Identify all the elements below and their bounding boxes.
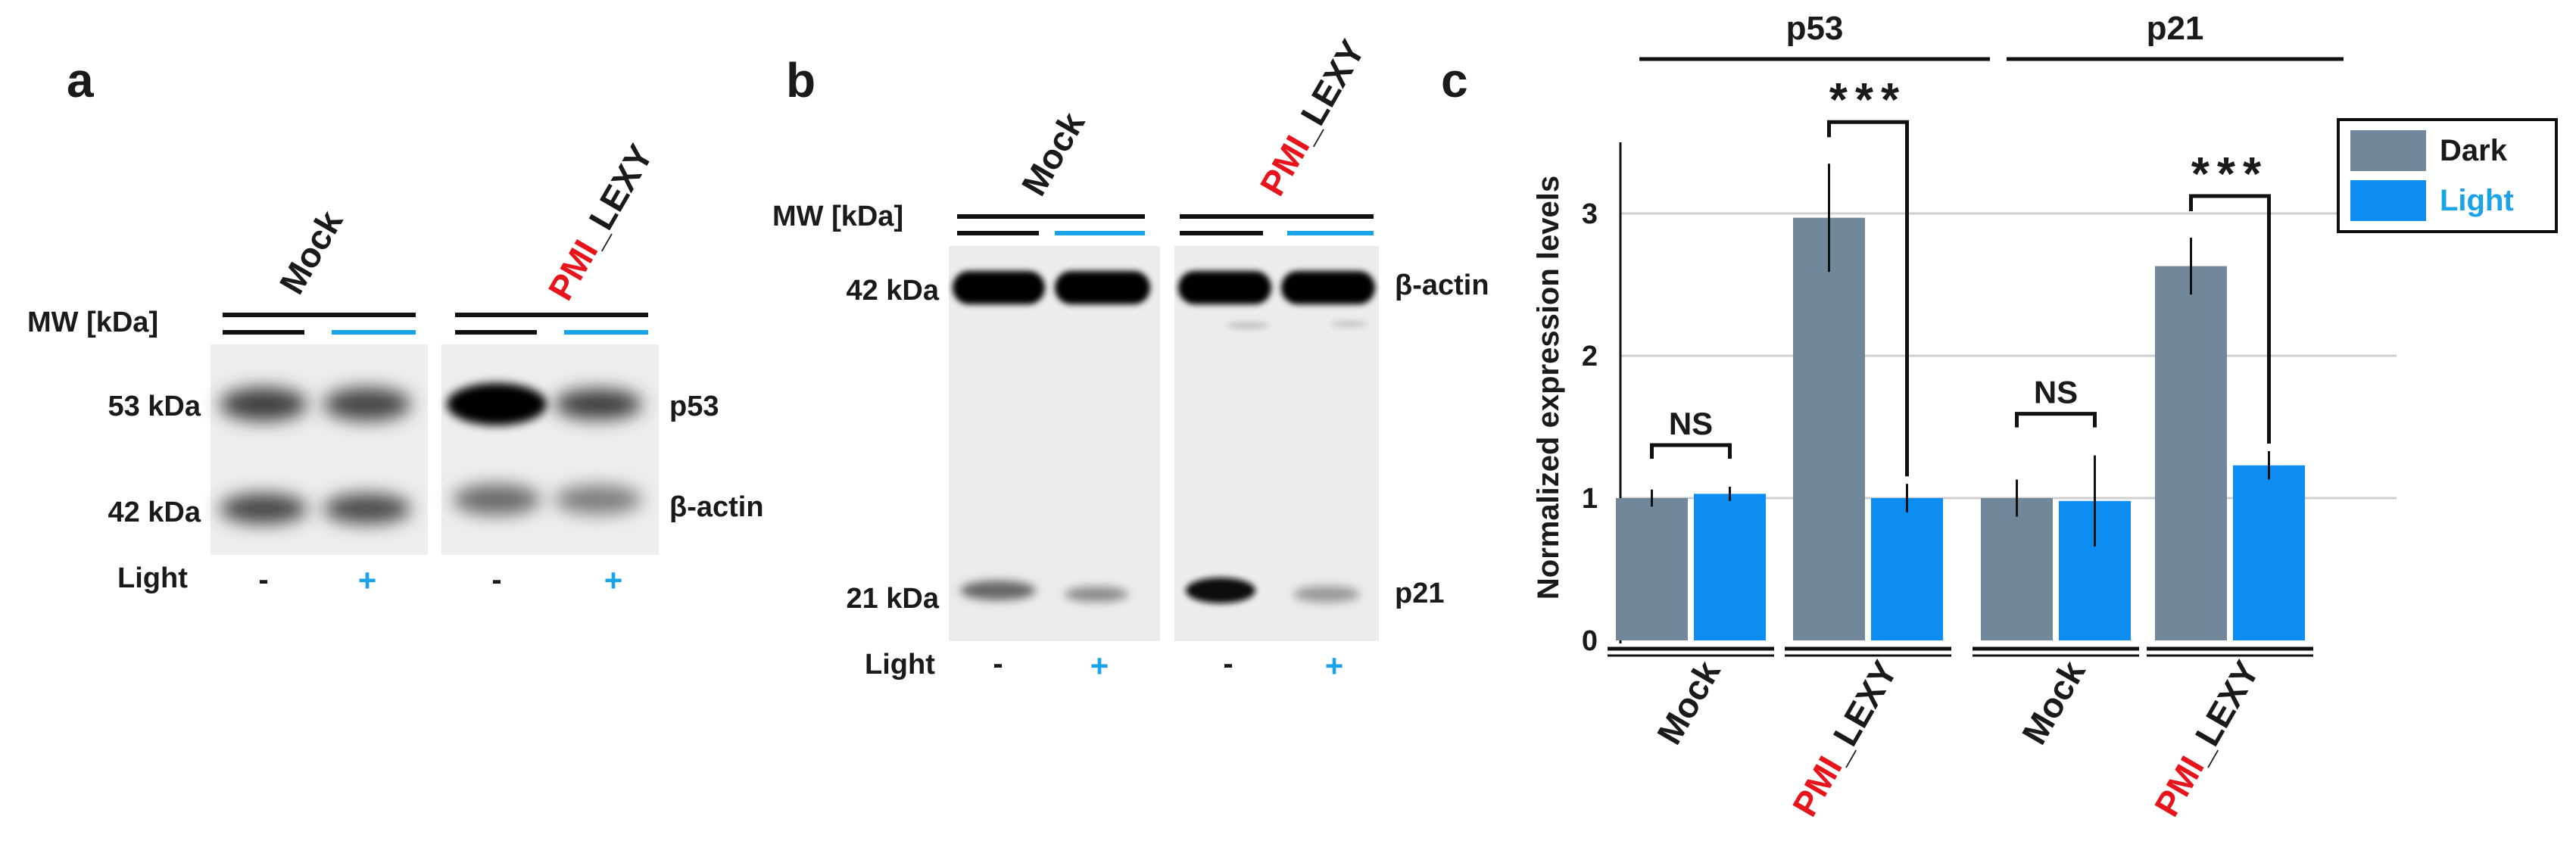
panel-a: a Mock PMI_LEXY MW [kDa] [27,53,764,598]
panel-a-lane3-minus: - [491,563,501,596]
panel-a-mw-42: 42 kDa [108,497,201,528]
panel-b-lane4-plus: + [1325,648,1344,684]
panel-b-lane3-minus: - [1223,647,1233,681]
significance-bracket [2189,194,2271,444]
panel-a-sample-pmi-lexy: PMI_LEXY [541,138,661,307]
x-tick-label-text: Mock [1649,654,1728,751]
chart-error-bars [1651,164,2270,547]
panel-b-mw-21: 21 kDa [846,583,939,615]
bar-dark [2155,266,2227,640]
bar-dark [1793,217,1865,640]
legend-swatch-light [2350,180,2426,221]
panel-a-blot-pmi [441,344,659,555]
panel-a-band-actin: β-actin [669,491,764,523]
x-tick-label-text: _LEXY [1815,654,1904,770]
panel-b-lane2-plus: + [1090,648,1109,684]
panel-b-sample-pmi-lexy: PMI_LEXY [1252,33,1373,202]
panel-b-band-p21: p21 [1395,578,1444,609]
panel-a-lane2-plus: + [358,562,377,598]
lexy-text: _LEXY [571,138,660,254]
panel-b-sample-mock: Mock [1014,105,1093,202]
y-tick-label: 2 [1582,341,1598,372]
ns-bracket [1650,443,1732,459]
x-tick-label: PMI_LEXY [1785,654,1905,823]
panel-a-blot-mock [211,344,428,555]
panel-a-light-label: Light [117,562,188,594]
bar-light [2233,465,2305,640]
significance-bracket [1827,120,1909,477]
bar-light [1694,494,1766,640]
chart-grid [1620,212,2397,500]
bar-dark [1616,498,1688,640]
legend-label-dark: Dark [2440,134,2508,167]
category-underlines [1608,646,2313,657]
legend-swatch-dark [2350,130,2426,171]
panel-b-blot-mock [949,246,1160,641]
group-headers: p53 p21 [1639,10,2344,61]
panel-a-lane-bars [223,313,648,335]
significance-stars: *** [2191,148,2269,201]
bar-dark [1981,498,2053,640]
bar-light [1871,498,1943,640]
panel-c-letter: c [1441,53,1468,107]
y-tick-labels: 0 1 2 3 [1582,198,1598,657]
panel-a-letter: a [67,53,94,107]
legend-label-light: Light [2440,184,2514,217]
group-header-label: p53 [1786,10,1844,47]
ns-label: NS [2034,375,2078,410]
panel-a-mw-53: 53 kDa [108,391,201,422]
panel-a-mw-label: MW [kDa] [27,307,158,338]
panel-b-lane1-minus: - [993,647,1003,681]
panel-a-sample-mock: Mock [272,204,351,301]
x-tick-label-text: _LEXY [2177,654,2266,770]
panel-b-blot-pmi [1174,246,1379,641]
panel-a-lane1-minus: - [258,563,268,596]
panel-b-light-label: Light [865,649,935,681]
y-tick-label: 3 [1582,198,1598,230]
x-tick-label: PMI_LEXY [2147,654,2267,823]
panel-b-mw-42: 42 kDa [846,275,939,307]
significance-stars: *** [1829,74,1907,126]
legend: Dark Light [2337,118,2558,233]
lexy-text: _LEXY [1283,33,1372,149]
x-tick-labels: Mock PMI_LEXY Mock PMI_LEXY [1649,654,2267,823]
x-tick-label-text: Mock [2014,654,2093,751]
panel-b-letter: b [786,53,816,107]
y-tick-label: 1 [1582,483,1598,515]
ns-label: NS [1669,406,1713,441]
ns-bracket [2015,412,2097,428]
x-tick-label: Mock [2014,654,2093,751]
panel-b-lane-bars [957,214,1374,235]
y-tick-label: 0 [1582,625,1598,657]
panel-a-band-p53: p53 [669,391,719,422]
x-tick-label: Mock [1649,654,1728,751]
chart-annotations: NS *** NS *** [1650,74,2271,477]
panel-b-band-actin: β-actin [1395,269,1489,301]
panel-a-lane4-plus: + [604,562,623,598]
y-axis-title: Normalized expression levels [1532,176,1565,600]
chart-bars [1616,217,2305,640]
panel-b: b Mock PMI_LEXY MW [kDa] [772,33,1489,684]
group-header-label: p21 [2147,10,2204,47]
panel-b-mw-label: MW [kDa] [772,201,903,232]
